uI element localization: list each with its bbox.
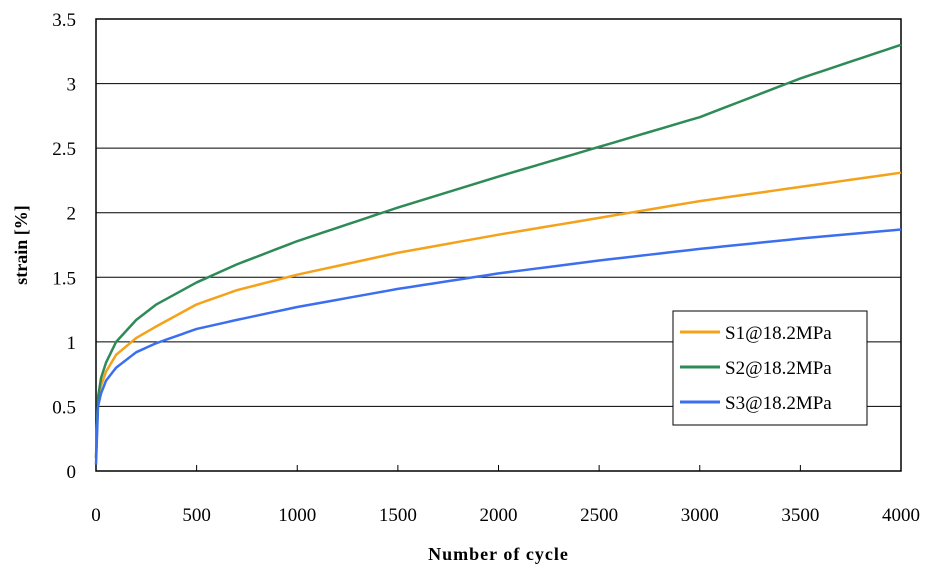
series-line-2	[94, 43, 902, 459]
x-tick-label: 4000	[882, 505, 920, 526]
legend: S1@18.2MPa S2@18.2MPa S3@18.2MPa	[672, 310, 868, 426]
legend-label-2: S2@18.2MPa	[725, 358, 832, 379]
y-tick-label: 3	[67, 75, 77, 96]
x-tick-label: 3000	[681, 505, 719, 526]
y-tick-label: 0.5	[52, 397, 76, 418]
y-tick-label: 0	[67, 462, 77, 483]
x-tick-label: 2000	[480, 505, 518, 526]
series-lines	[94, 43, 902, 465]
x-tick-label: 2500	[580, 505, 618, 526]
x-tick-label: 500	[182, 505, 211, 526]
x-axis-title: Number of cycle	[428, 544, 569, 564]
series-line-3	[94, 228, 902, 465]
y-tick-labels: 0 0.5 1 1.5 2 2.5 3 3.5	[52, 10, 76, 483]
x-tick-labels: 0 500 1000 1500 2000 2500 3000 3500 4000	[91, 465, 920, 526]
series-line-1	[94, 171, 902, 459]
x-tick-label: 3500	[781, 505, 819, 526]
legend-label-1: S1@18.2MPa	[725, 323, 832, 344]
y-tick-label: 2.5	[52, 139, 76, 160]
y-tick-label: 3.5	[52, 10, 76, 31]
y-tick-label: 2	[67, 204, 77, 225]
y-axis-title: strain [%]	[11, 205, 31, 285]
x-tick-label: 1500	[379, 505, 417, 526]
legend-label-3: S3@18.2MPa	[725, 393, 832, 414]
y-tick-label: 1.5	[52, 268, 76, 289]
x-tick-label: 1000	[278, 505, 316, 526]
x-tick-label: 0	[91, 505, 101, 526]
y-tick-label: 1	[67, 333, 77, 354]
